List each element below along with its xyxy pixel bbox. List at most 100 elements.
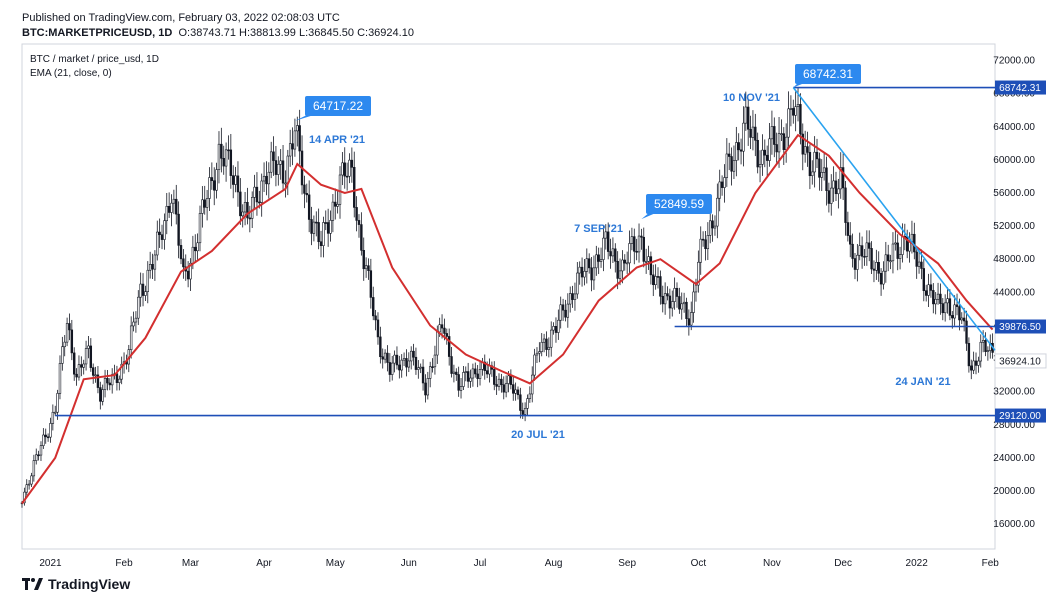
candle: [54, 405, 57, 416]
candle: [80, 356, 83, 377]
candle-body: [324, 222, 327, 224]
candle-body: [129, 325, 133, 350]
candle-body: [312, 221, 316, 234]
candle: [924, 284, 928, 302]
candle-body: [671, 301, 674, 309]
candle: [478, 361, 482, 386]
candle: [163, 213, 166, 250]
candle-body: [507, 375, 510, 384]
candle: [590, 257, 593, 292]
candle-body: [602, 237, 605, 260]
candle-body: [433, 354, 437, 368]
candle: [535, 347, 539, 364]
candle-body: [531, 374, 534, 395]
candle-body: [625, 262, 629, 265]
candle-body: [592, 267, 596, 281]
candle: [229, 133, 233, 189]
candle: [360, 212, 363, 256]
candle: [756, 132, 759, 174]
candle-body: [459, 386, 463, 391]
candle: [550, 321, 553, 357]
candle-body: [56, 393, 59, 413]
candle-body: [758, 164, 762, 168]
candle-body: [305, 193, 308, 196]
candle-body: [720, 181, 724, 188]
candle-body: [260, 180, 263, 203]
candle-body: [685, 301, 688, 319]
candle: [374, 309, 377, 331]
candle: [248, 205, 252, 233]
candle-body: [718, 181, 721, 199]
candle-body: [986, 350, 990, 352]
candle: [341, 152, 344, 186]
candle: [663, 282, 667, 315]
candle: [239, 178, 242, 225]
candle: [609, 238, 612, 269]
candle: [495, 375, 498, 395]
candle: [725, 138, 729, 187]
candle-body: [863, 256, 866, 258]
candle-body: [471, 368, 475, 379]
candle: [298, 109, 301, 165]
candle-body: [170, 202, 173, 213]
candle: [782, 127, 785, 165]
candle: [293, 118, 297, 157]
candle: [241, 204, 244, 228]
candle-body: [383, 352, 387, 360]
y-tick-label: 72000.00: [993, 56, 1035, 67]
trend-line: [792, 87, 996, 351]
candle: [580, 257, 584, 287]
candle-body: [780, 133, 783, 135]
candle: [490, 361, 494, 377]
callout-price-label: 52849.59: [654, 197, 704, 211]
candle: [386, 345, 389, 372]
candle: [773, 117, 776, 158]
candle-body: [402, 358, 406, 361]
x-tick-label: Sep: [618, 558, 636, 569]
candle-body: [879, 273, 883, 285]
candle-body: [663, 293, 667, 305]
candle: [554, 317, 558, 343]
brand-name: TradingView: [48, 576, 131, 592]
x-axis: 2021 Feb Mar Apr May Jun Jul Aug Sep Oct Nov Dec 202…: [39, 558, 999, 569]
candle-body: [763, 149, 767, 156]
candle-body: [687, 318, 691, 326]
candle: [286, 149, 289, 196]
candle: [870, 241, 873, 274]
candle: [224, 142, 228, 182]
candle: [466, 362, 470, 388]
candle-body: [818, 158, 821, 178]
candle-body: [165, 205, 168, 222]
candle-body: [30, 475, 33, 485]
candle: [780, 119, 783, 142]
candle: [362, 237, 365, 281]
y-axis: 16000.00 20000.00 24000.00 28000.00 32000.00…: [993, 56, 1035, 531]
candle: [350, 147, 354, 183]
candle: [865, 230, 869, 266]
candle: [288, 129, 292, 167]
candle-body: [445, 333, 448, 337]
candle-body: [220, 143, 223, 159]
candle-body: [217, 143, 221, 170]
candle-body: [395, 354, 399, 366]
candle-body: [338, 174, 342, 205]
candle: [637, 223, 641, 263]
candle: [851, 233, 854, 268]
candle-body: [186, 270, 190, 280]
candle-body: [801, 133, 804, 155]
candle-body: [951, 315, 954, 319]
candle: [58, 355, 62, 400]
y-tick-label: 48000.00: [993, 254, 1035, 265]
candle-body: [364, 265, 368, 270]
candle-body: [381, 356, 384, 360]
callout-pointer: [294, 114, 317, 121]
y-tick-label: 60000.00: [993, 155, 1035, 166]
candle-body: [205, 198, 209, 208]
candle-body: [597, 254, 600, 262]
candle: [825, 156, 828, 206]
candle: [972, 351, 975, 374]
candle: [979, 334, 982, 368]
candle: [932, 283, 935, 314]
footer-brand[interactable]: TradingView: [22, 576, 130, 592]
